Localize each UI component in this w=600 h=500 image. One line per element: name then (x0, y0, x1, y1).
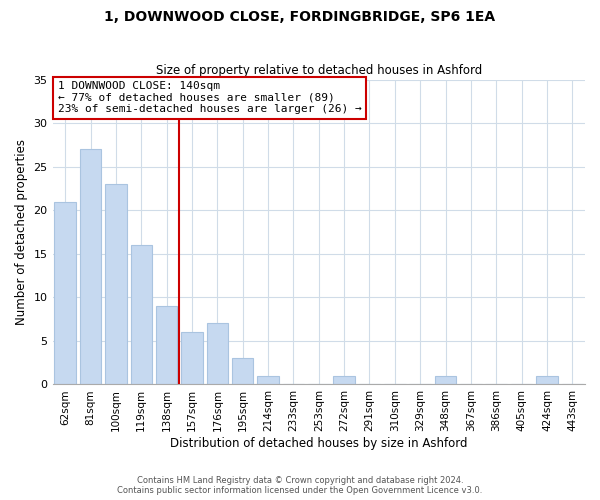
Bar (257, 376, 279, 384)
Text: 1, DOWNWOOD CLOSE, FORDINGBRIDGE, SP6 1EA: 1, DOWNWOOD CLOSE, FORDINGBRIDGE, SP6 1E… (104, 10, 496, 24)
Title: Size of property relative to detached houses in Ashford: Size of property relative to detached ho… (155, 64, 482, 77)
Bar (105, 184, 127, 384)
Text: Contains HM Land Registry data © Crown copyright and database right 2024.
Contai: Contains HM Land Registry data © Crown c… (118, 476, 482, 495)
X-axis label: Distribution of detached houses by size in Ashford: Distribution of detached houses by size … (170, 437, 467, 450)
Y-axis label: Number of detached properties: Number of detached properties (15, 139, 28, 325)
Bar (435, 376, 457, 384)
Bar (181, 332, 203, 384)
Bar (80, 149, 101, 384)
Bar (156, 306, 178, 384)
Bar (131, 245, 152, 384)
Text: 1 DOWNWOOD CLOSE: 140sqm
← 77% of detached houses are smaller (89)
23% of semi-d: 1 DOWNWOOD CLOSE: 140sqm ← 77% of detach… (58, 81, 362, 114)
Bar (206, 324, 228, 384)
Bar (55, 202, 76, 384)
Bar (232, 358, 253, 384)
Bar (536, 376, 558, 384)
Bar (334, 376, 355, 384)
